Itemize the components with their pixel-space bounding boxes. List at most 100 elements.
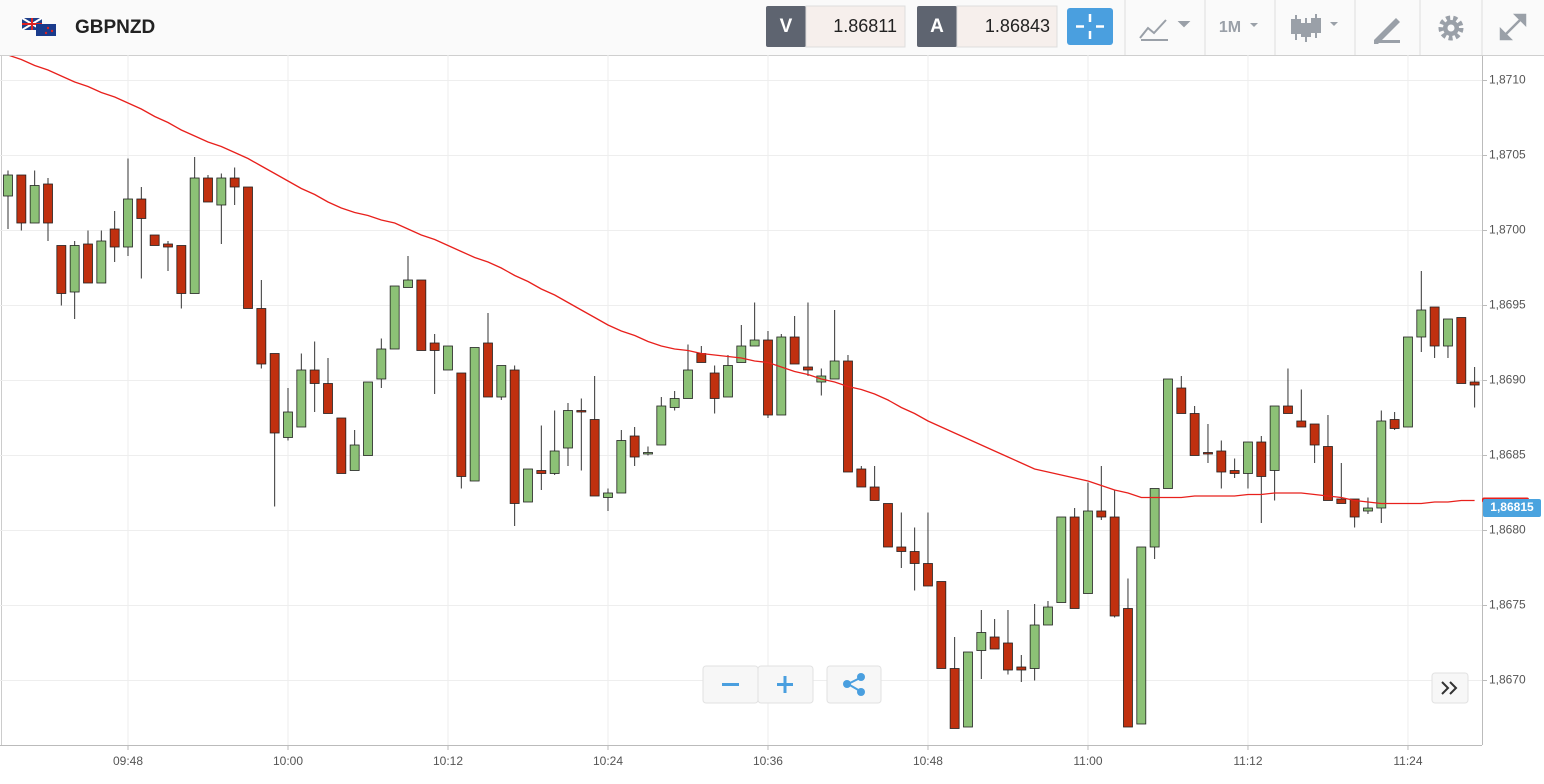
- candle-body: [296, 369, 307, 428]
- candle-style-button[interactable]: [1291, 14, 1338, 42]
- candle-body: [563, 410, 573, 449]
- sell-label[interactable]: V: [780, 16, 793, 37]
- chart-type-button[interactable]: [1139, 19, 1191, 41]
- candle-body: [989, 636, 1000, 650]
- candle-body: [1029, 624, 1040, 669]
- candle-body: [429, 342, 440, 351]
- candle-body: [83, 243, 93, 284]
- candle-body: [349, 444, 360, 471]
- candle-body: [843, 360, 853, 473]
- y-tick-label: 1,8680: [1489, 523, 1526, 537]
- buy-button[interactable]: [917, 6, 957, 47]
- candle-body: [123, 198, 133, 248]
- candle-body: [109, 228, 120, 248]
- timeframe-caret[interactable]: [1250, 23, 1258, 27]
- candle-body: [683, 369, 693, 399]
- candle-body: [1189, 413, 1200, 456]
- sell-button[interactable]: [766, 6, 806, 47]
- candle-body: [949, 668, 960, 729]
- candle-body: [643, 452, 653, 455]
- candle-body: [1323, 446, 1333, 501]
- sell-price[interactable]: 1.86811: [833, 16, 897, 36]
- zoom-out-button[interactable]: [702, 665, 759, 704]
- flag: [21, 17, 56, 36]
- candle-body: [189, 177, 200, 294]
- y-tick-label: 1,8695: [1489, 298, 1526, 312]
- y-tick-label: 1,8700: [1489, 223, 1526, 237]
- candle-body: [869, 486, 880, 501]
- y-tick-label: 1,8705: [1489, 148, 1526, 162]
- x-tick-label: 11:00: [1073, 754, 1102, 768]
- buy-price-box[interactable]: [956, 5, 1058, 48]
- x-tick-label: 09:48: [113, 754, 143, 768]
- zoom-in-button[interactable]: [757, 665, 814, 704]
- candle-body: [456, 372, 467, 477]
- candle-body: [1123, 608, 1133, 728]
- candle-body: [736, 345, 747, 363]
- candle-body: [336, 417, 347, 474]
- candle-body: [669, 398, 680, 408]
- crosshair-button[interactable]: [1067, 8, 1113, 45]
- candle-body: [269, 353, 280, 434]
- candle-body: [363, 381, 373, 456]
- buy-label[interactable]: A: [930, 16, 944, 37]
- candle-body: [1403, 336, 1413, 428]
- candle-body: [1469, 381, 1480, 386]
- candle-body: [1056, 516, 1067, 603]
- candle-body: [403, 279, 413, 288]
- candle-body: [509, 369, 520, 504]
- candle-body: [723, 365, 733, 398]
- candle-body: [1443, 318, 1453, 347]
- fullscreen-button[interactable]: [1499, 13, 1527, 41]
- x-tick-label: 10:48: [913, 754, 943, 768]
- candle-body: [896, 546, 907, 552]
- candle-body: [976, 632, 987, 651]
- buy-price[interactable]: 1.86843: [985, 16, 1050, 36]
- candle-body: [1003, 642, 1013, 671]
- candle-body: [789, 336, 800, 365]
- candle-body: [923, 563, 933, 587]
- candle-body: [69, 245, 80, 293]
- candle-body: [323, 383, 333, 414]
- candle-body: [56, 245, 67, 294]
- candle-body: [1083, 510, 1093, 594]
- candle-body: [709, 372, 720, 399]
- candle-body: [149, 234, 160, 246]
- candle-body: [763, 339, 773, 416]
- timeframe[interactable]: 1M: [1219, 19, 1241, 36]
- y-tick-label: 1,8710: [1489, 73, 1526, 87]
- candle-body: [309, 369, 320, 384]
- candle-body: [1376, 420, 1387, 509]
- candle-body: [1163, 378, 1173, 489]
- grid: [0, 55, 1482, 745]
- candle-body: [629, 435, 640, 458]
- candle-body: [1416, 309, 1427, 338]
- candle-body: [243, 186, 253, 309]
- candle-body: [883, 503, 893, 548]
- settings-button[interactable]: [1438, 15, 1464, 41]
- candle-body: [1203, 452, 1213, 455]
- candle-body: [1043, 606, 1053, 626]
- y-tick-label: 1,8685: [1489, 448, 1526, 462]
- symbol: GBPNZD: [75, 17, 155, 38]
- candle-body: [483, 342, 493, 398]
- scroll-end-button[interactable]: [1431, 672, 1469, 704]
- price-tag-label: 1,86815: [1490, 500, 1534, 514]
- candle-body: [1016, 666, 1027, 671]
- candle-body: [136, 198, 147, 219]
- candle-body: [1429, 306, 1440, 347]
- y-tick-label: 1,8670: [1489, 673, 1526, 687]
- candle-body: [523, 468, 533, 503]
- candle-body: [416, 279, 427, 351]
- sell-price-box[interactable]: [805, 5, 906, 48]
- candle-body: [1243, 441, 1253, 474]
- candle-body: [1176, 387, 1187, 414]
- draw-tool-button[interactable]: [1374, 18, 1400, 44]
- candle-body: [496, 365, 507, 398]
- candle-body: [549, 450, 560, 474]
- candle-body: [163, 243, 173, 248]
- share-button[interactable]: [826, 665, 882, 704]
- candle-body: [909, 551, 920, 564]
- candle-body: [256, 308, 267, 365]
